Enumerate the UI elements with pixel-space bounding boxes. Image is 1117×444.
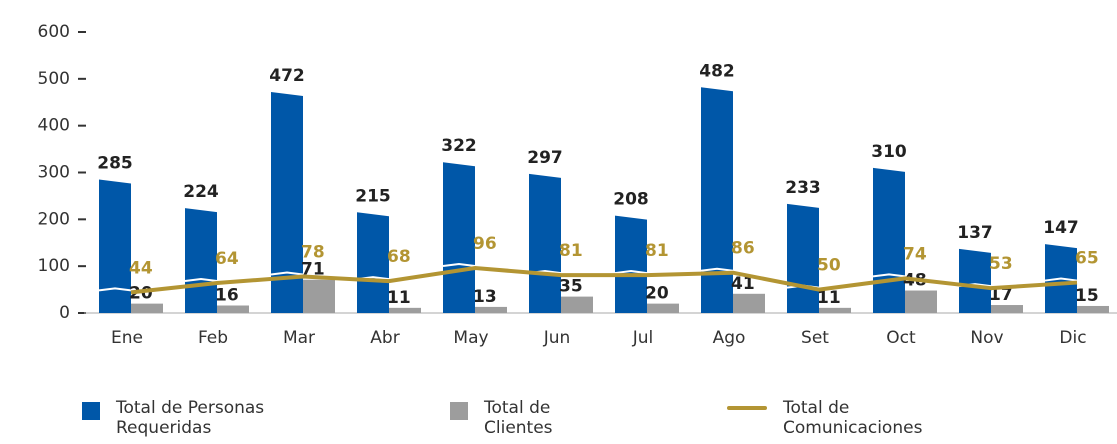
bar-value-label: 215 <box>355 186 391 206</box>
bar <box>529 173 561 313</box>
bar-notch <box>614 270 648 275</box>
y-tick-label: 400 <box>38 116 70 136</box>
x-tick-label: May <box>453 328 488 348</box>
y-tick-label: 0 <box>59 303 70 323</box>
x-tick-label: Jun <box>543 328 571 348</box>
bar-value-label: 11 <box>817 288 841 308</box>
line-value-label: 50 <box>817 256 841 276</box>
bar-notch <box>184 278 218 283</box>
bar-value-label: 137 <box>957 223 993 243</box>
bar-value-label: 41 <box>731 274 755 294</box>
bar-notch <box>872 273 906 278</box>
line-value-label: 65 <box>1075 249 1099 269</box>
line-value-label: 44 <box>129 258 153 278</box>
bar-value-label: 224 <box>183 182 219 202</box>
x-tick-label: Ene <box>111 328 143 348</box>
legend-swatch <box>727 406 767 410</box>
legend-label: Total de Comunicaciones <box>783 398 923 438</box>
bar-value-label: 233 <box>785 178 821 198</box>
bar <box>701 87 733 313</box>
line-value-label: 74 <box>903 244 927 264</box>
bar <box>443 162 475 313</box>
legend-swatch <box>82 402 100 420</box>
bar-value-label: 35 <box>559 277 583 297</box>
y-tick-label: 600 <box>38 22 70 42</box>
bar <box>733 293 765 313</box>
x-tick-label: Feb <box>198 328 228 348</box>
line-value-label: 78 <box>301 242 325 262</box>
legend-label: Total de Clientes <box>484 398 553 438</box>
bar <box>303 279 335 313</box>
x-tick-label: Abr <box>370 328 399 348</box>
y-tick-label: 100 <box>38 256 70 276</box>
line-value-label: 64 <box>215 249 239 269</box>
bar <box>561 296 593 313</box>
bar <box>959 248 991 313</box>
x-tick-label: Oct <box>886 328 916 348</box>
bar-value-label: 472 <box>269 66 305 86</box>
legend-item: Total de Comunicaciones <box>727 398 953 438</box>
line <box>130 266 1078 295</box>
bar-notch <box>442 263 476 268</box>
bar <box>475 306 507 313</box>
bar <box>1077 305 1109 313</box>
bar-value-label: 15 <box>1075 286 1099 306</box>
y-tick-label: 300 <box>38 163 70 183</box>
x-tick-label: Jul <box>632 328 654 348</box>
x-tick-label: Ago <box>713 328 746 348</box>
line-value-label: 96 <box>473 234 497 254</box>
bar <box>271 91 303 313</box>
bar-value-label: 17 <box>989 285 1013 305</box>
line-value-label: 86 <box>731 239 755 259</box>
line-value-label: 68 <box>387 247 411 267</box>
bar <box>99 179 131 313</box>
bar-notch <box>700 267 734 272</box>
legend-swatch <box>450 402 468 420</box>
line-value-label: 81 <box>559 241 583 261</box>
bar-value-label: 147 <box>1043 218 1079 238</box>
bar-value-label: 16 <box>215 286 239 306</box>
bar <box>819 307 851 313</box>
y-tick-label: 500 <box>38 69 70 89</box>
bar-value-label: 322 <box>441 136 477 156</box>
bar <box>991 305 1023 313</box>
bar-value-label: 20 <box>645 284 669 304</box>
bar <box>647 303 679 313</box>
legend-label: Total de Personas Requeridas <box>116 398 265 438</box>
legend-item: Total de Clientes <box>450 398 584 438</box>
bar-value-label: 11 <box>387 288 411 308</box>
bar <box>389 307 421 313</box>
bar <box>185 208 217 313</box>
x-tick-label: Set <box>801 328 829 348</box>
bar <box>131 303 163 313</box>
bar <box>357 212 389 313</box>
bar <box>905 290 937 313</box>
bar-value-label: 13 <box>473 287 497 307</box>
bar-value-label: 285 <box>97 154 133 174</box>
bar <box>615 215 647 313</box>
bar <box>787 203 819 313</box>
bar-value-label: 208 <box>613 190 649 210</box>
bar <box>873 167 905 313</box>
plot: 0 100 200 300 400 500 600 Ene 285 20 Feb 224 16 Mar 47… <box>38 22 1117 348</box>
line-value-label: 53 <box>989 254 1013 274</box>
bar-value-label: 297 <box>527 148 563 168</box>
bar-notch <box>98 287 132 292</box>
bar-notch <box>1044 277 1078 282</box>
bar-value-label: 310 <box>871 142 907 162</box>
x-tick-label: Dic <box>1059 328 1086 348</box>
bar-value-label: 482 <box>699 61 735 81</box>
legend-item: Total de Personas Requeridas <box>82 398 316 438</box>
x-tick-label: Nov <box>970 328 1003 348</box>
x-tick-label: Mar <box>283 328 315 348</box>
y-tick-label: 200 <box>38 209 70 229</box>
line-value-label: 81 <box>645 241 669 261</box>
bar-notch <box>270 271 304 276</box>
bar <box>217 305 249 313</box>
bar-value-label: 20 <box>129 284 153 304</box>
